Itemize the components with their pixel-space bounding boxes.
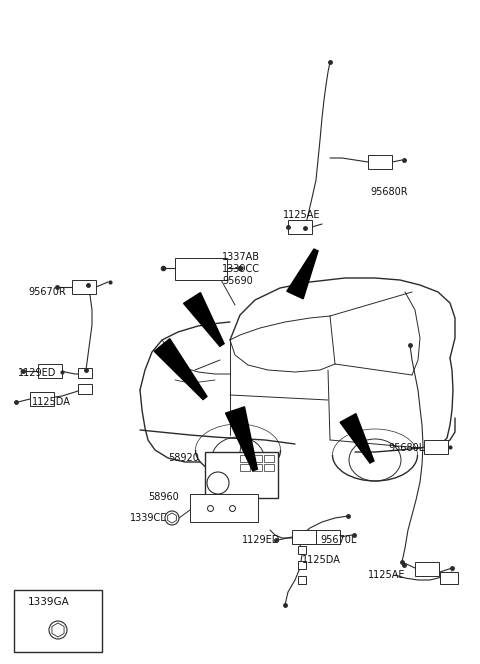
Bar (78, 384, 92, 394)
Bar (264, 464, 274, 471)
Bar (316, 530, 340, 544)
Bar (292, 530, 316, 544)
Circle shape (165, 511, 179, 525)
Text: 95670L: 95670L (320, 535, 356, 545)
Text: 1339GA: 1339GA (28, 597, 70, 607)
Text: 1337AB: 1337AB (222, 252, 260, 262)
Bar (252, 455, 262, 462)
Text: 58960: 58960 (148, 492, 179, 502)
Bar (240, 455, 250, 462)
Circle shape (207, 472, 229, 494)
Polygon shape (183, 293, 224, 347)
Bar (264, 455, 274, 462)
Bar (424, 440, 448, 454)
Bar (415, 562, 439, 576)
Text: 1125DA: 1125DA (302, 555, 341, 565)
Text: 95670R: 95670R (28, 287, 66, 297)
Text: 1125AE: 1125AE (368, 570, 406, 580)
Bar (440, 572, 458, 584)
Polygon shape (226, 407, 257, 471)
Text: 1129ED: 1129ED (18, 368, 56, 378)
Bar (14, 590, 102, 652)
Bar (298, 546, 306, 554)
Bar (30, 392, 54, 406)
Bar (298, 576, 306, 584)
Text: 95680L: 95680L (388, 443, 424, 453)
Bar (252, 464, 262, 471)
Text: 1129ED: 1129ED (242, 535, 280, 545)
Text: 1125DA: 1125DA (32, 397, 71, 407)
Bar (78, 368, 92, 378)
Text: 95680R: 95680R (370, 187, 408, 197)
Bar (298, 561, 306, 569)
Text: 58920: 58920 (168, 453, 199, 463)
Text: 95690: 95690 (222, 276, 253, 286)
Bar (38, 364, 62, 378)
Bar (205, 452, 278, 498)
Bar (175, 258, 227, 280)
Bar (72, 280, 96, 294)
Text: 1339CD: 1339CD (130, 513, 169, 523)
Text: 1125AE: 1125AE (283, 210, 321, 220)
Polygon shape (287, 249, 318, 299)
Bar (288, 220, 312, 234)
Bar (368, 155, 392, 169)
Text: 1339CC: 1339CC (222, 264, 260, 274)
Bar (240, 464, 250, 471)
Circle shape (54, 626, 62, 634)
Bar (190, 494, 258, 522)
Circle shape (49, 621, 67, 639)
Polygon shape (340, 414, 374, 463)
Polygon shape (154, 339, 207, 400)
